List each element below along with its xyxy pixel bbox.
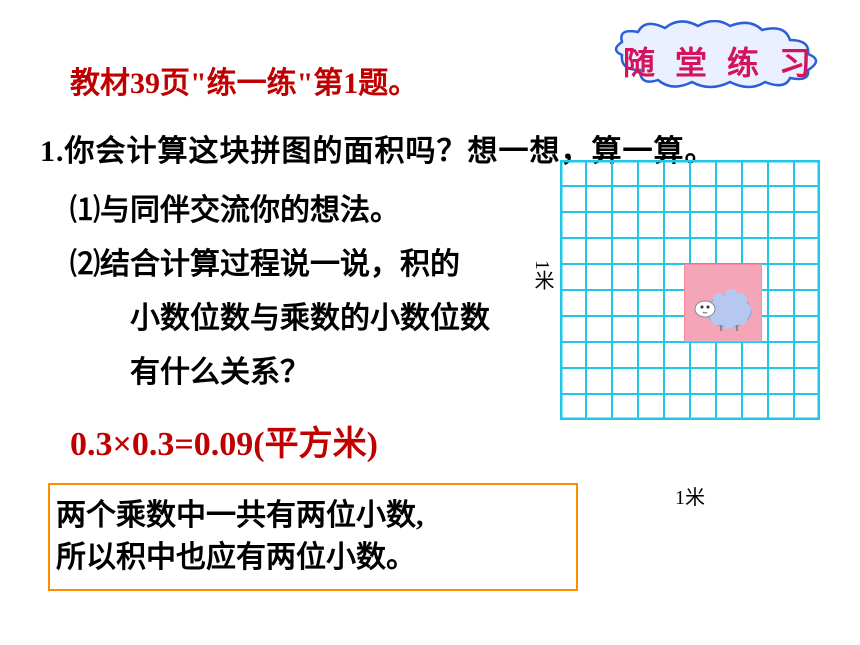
slide-root: 随 堂 练 习 教材39页"练一练"第1题。 1.你会计算这块拼图的面积吗？想一… (0, 0, 860, 645)
badge-text: 随 堂 练 习 (610, 38, 830, 84)
sheep-icon (691, 283, 757, 333)
grid-box (560, 160, 820, 420)
y-axis-label: 1米 (528, 260, 557, 290)
sheep-tile (684, 264, 762, 342)
conclusion-box: 两个乘数中一共有两位小数, 所以积中也应有两位小数。 (48, 483, 578, 591)
conclusion-line2: 所以积中也应有两位小数。 (56, 537, 570, 579)
x-axis-label: 1米 (560, 481, 820, 510)
grid-figure: 1米 (540, 160, 820, 480)
conclusion-line1: 两个乘数中一共有两位小数, (56, 495, 570, 537)
practice-badge: 随 堂 练 习 (610, 20, 830, 90)
